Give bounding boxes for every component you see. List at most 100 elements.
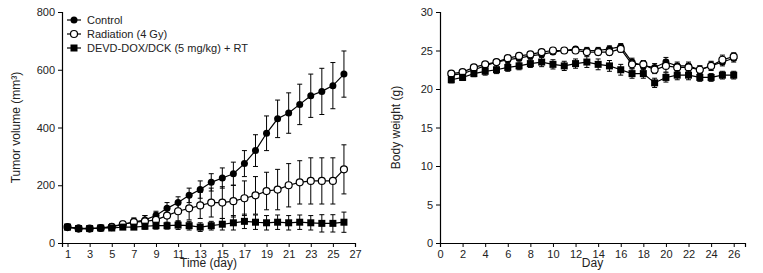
y-tick: 200 bbox=[37, 179, 62, 191]
y-tick: 0 bbox=[49, 237, 62, 249]
x-tick-label: 5 bbox=[109, 248, 115, 260]
y-tick: 25 bbox=[421, 45, 440, 57]
error-cap bbox=[550, 59, 555, 60]
chart: 02468101214161820222426051015202530DayBo… bbox=[389, 6, 746, 270]
data-point bbox=[538, 59, 545, 66]
x-tick-label: 21 bbox=[283, 248, 295, 260]
data-point bbox=[583, 59, 590, 66]
error-cap bbox=[308, 157, 313, 158]
error-cap bbox=[663, 72, 668, 73]
data-point bbox=[708, 62, 715, 69]
y-tick-label: 5 bbox=[427, 199, 433, 211]
error-bar bbox=[630, 69, 635, 78]
series-line bbox=[451, 62, 733, 83]
error-bar bbox=[494, 66, 499, 74]
error-cap bbox=[319, 232, 324, 233]
data-point bbox=[696, 74, 703, 81]
x-tick: 12 bbox=[570, 243, 582, 260]
data-point bbox=[285, 110, 292, 117]
error-bar bbox=[176, 221, 181, 230]
x-tick: 24 bbox=[705, 243, 717, 260]
data-point bbox=[252, 192, 259, 199]
x-tick-mark bbox=[112, 243, 113, 247]
error-cap bbox=[297, 229, 302, 230]
error-cap bbox=[209, 230, 214, 231]
data-point bbox=[629, 70, 636, 77]
x-tick-label: 16 bbox=[615, 248, 627, 260]
y-axis-line bbox=[436, 13, 441, 244]
error-bar bbox=[142, 223, 147, 229]
x-tick-mark bbox=[598, 243, 599, 247]
error-cap bbox=[187, 188, 192, 189]
x-tick-label: 18 bbox=[638, 248, 650, 260]
data-point bbox=[595, 61, 602, 68]
data-point bbox=[197, 202, 204, 209]
error-cap bbox=[297, 124, 302, 125]
data-point bbox=[685, 64, 692, 71]
error-cap bbox=[142, 215, 147, 216]
error-cap bbox=[297, 204, 302, 205]
y-tick: 5 bbox=[427, 199, 440, 211]
figure: 135791113151719212325270200400600800Time… bbox=[0, 0, 763, 273]
x-tick-mark bbox=[666, 243, 667, 247]
error-bar bbox=[198, 192, 203, 218]
error-cap bbox=[720, 55, 725, 56]
data-point bbox=[108, 224, 115, 231]
y-tick-label: 0 bbox=[427, 237, 433, 249]
y-tick-label: 10 bbox=[421, 160, 433, 172]
legend-label: Control bbox=[87, 14, 122, 26]
x-axis-title: Time (day) bbox=[180, 256, 237, 270]
error-cap bbox=[584, 56, 589, 57]
error-cap bbox=[176, 201, 181, 202]
x-tick-mark bbox=[134, 243, 135, 247]
x-tick-mark bbox=[734, 243, 735, 247]
data-point bbox=[640, 61, 647, 68]
error-cap bbox=[198, 218, 203, 219]
data-point bbox=[674, 64, 681, 71]
x-tick-mark bbox=[463, 243, 464, 247]
error-cap bbox=[297, 160, 302, 161]
data-point bbox=[696, 66, 703, 73]
error-bar bbox=[242, 151, 247, 177]
error-cap bbox=[341, 144, 346, 145]
data-point bbox=[97, 224, 104, 231]
data-point bbox=[617, 66, 624, 73]
error-cap bbox=[663, 82, 668, 83]
data-point bbox=[617, 45, 624, 52]
data-point bbox=[572, 60, 579, 67]
x-tick: 8 bbox=[528, 243, 534, 260]
x-tick: 26 bbox=[728, 243, 740, 260]
error-cap bbox=[286, 215, 291, 216]
error-cap bbox=[253, 134, 258, 135]
x-tick-label: 20 bbox=[660, 248, 672, 260]
error-bar bbox=[253, 177, 258, 215]
error-cap bbox=[573, 68, 578, 69]
data-point bbox=[329, 82, 336, 89]
data-point bbox=[86, 225, 93, 232]
x-tick: 4 bbox=[483, 243, 489, 260]
error-bar bbox=[275, 169, 280, 209]
error-bar bbox=[253, 135, 258, 167]
error-cap bbox=[539, 57, 544, 58]
data-point bbox=[230, 170, 237, 177]
x-tick-mark bbox=[530, 243, 531, 247]
error-cap bbox=[573, 58, 578, 59]
error-bar bbox=[607, 61, 612, 72]
x-tick-mark bbox=[68, 243, 69, 247]
data-point bbox=[549, 47, 556, 54]
data-point bbox=[606, 49, 613, 56]
data-point bbox=[527, 60, 534, 67]
data-point bbox=[318, 220, 325, 227]
data-point bbox=[186, 205, 193, 212]
x-tick-mark bbox=[621, 243, 622, 247]
data-point bbox=[175, 208, 182, 215]
error-cap bbox=[618, 75, 623, 76]
data-point bbox=[219, 199, 226, 206]
data-point bbox=[561, 47, 568, 54]
error-cap bbox=[330, 204, 335, 205]
error-cap bbox=[176, 220, 181, 221]
x-tick: 3 bbox=[87, 243, 93, 260]
y-tick-mark bbox=[436, 243, 440, 244]
error-bar bbox=[286, 93, 291, 133]
legend-marker bbox=[71, 31, 78, 38]
